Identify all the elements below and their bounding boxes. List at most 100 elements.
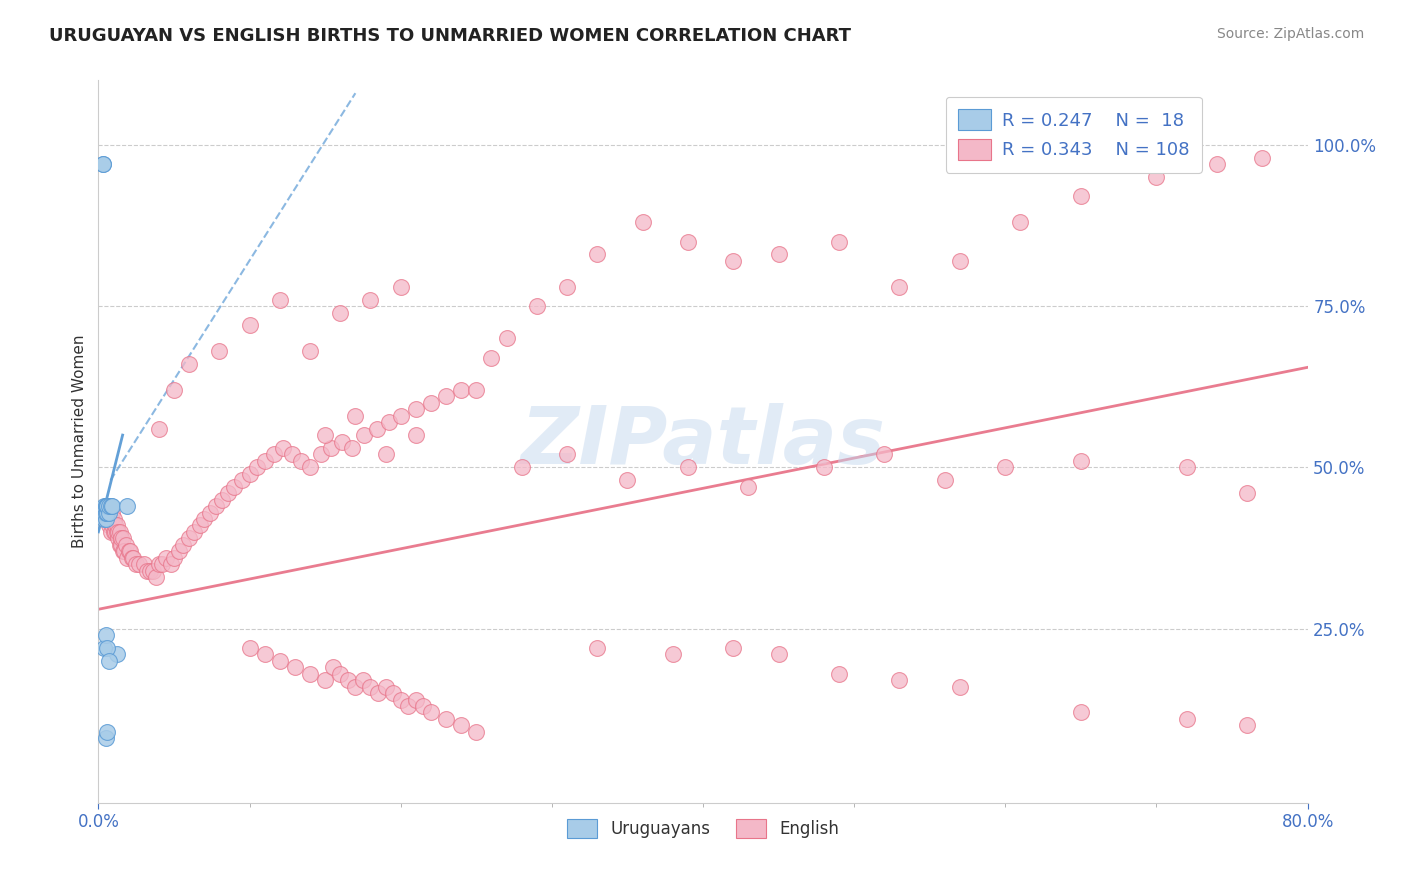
Point (299, 344, 322, 359)
Point (111, 531, 134, 545)
Point (107, 531, 129, 545)
Point (873, 447, 896, 461)
Point (828, 666, 851, 681)
Point (96, 506, 118, 520)
Point (336, 673, 359, 688)
Point (934, 473, 956, 487)
Point (396, 699, 419, 714)
Point (94, 731, 117, 746)
Point (94, 506, 117, 520)
Point (142, 564, 165, 578)
Point (93, 640, 115, 655)
Point (465, 724, 488, 739)
Point (631, 215, 654, 229)
Point (183, 524, 205, 539)
Point (163, 383, 186, 397)
Point (98, 506, 121, 520)
Point (100, 512, 122, 526)
Text: ZIPatlas: ZIPatlas (520, 402, 886, 481)
Point (253, 454, 276, 468)
Point (768, 247, 790, 261)
Point (263, 447, 285, 461)
Point (93, 506, 115, 520)
Point (299, 666, 322, 681)
Point (108, 524, 131, 539)
Point (96, 499, 118, 513)
Point (94, 499, 117, 513)
Point (188, 518, 211, 533)
Point (661, 648, 683, 662)
Point (104, 524, 127, 539)
Point (94, 628, 117, 642)
Point (994, 460, 1017, 475)
Point (284, 660, 307, 674)
Point (145, 570, 167, 584)
Point (101, 506, 124, 520)
Point (768, 648, 790, 662)
Point (1251, 151, 1274, 165)
Point (101, 518, 124, 533)
Point (105, 648, 128, 662)
Point (382, 686, 405, 700)
Point (125, 557, 148, 571)
Point (120, 544, 142, 558)
Point (98, 518, 121, 533)
Point (352, 673, 374, 688)
Point (112, 544, 135, 558)
Point (389, 279, 412, 293)
Point (367, 686, 389, 700)
Point (172, 538, 194, 552)
Point (434, 712, 457, 726)
Point (586, 640, 609, 655)
Point (253, 648, 276, 662)
Point (239, 640, 262, 655)
Point (676, 235, 699, 249)
Point (344, 680, 367, 694)
Point (344, 409, 367, 423)
Point (586, 247, 609, 261)
Point (434, 389, 457, 403)
Point (314, 673, 336, 688)
Point (118, 544, 141, 558)
Point (107, 524, 129, 539)
Point (465, 383, 488, 397)
Point (526, 299, 548, 313)
Point (239, 467, 262, 481)
Y-axis label: Births to Unmarried Women: Births to Unmarried Women (72, 334, 87, 549)
Point (246, 460, 269, 475)
Point (405, 402, 427, 417)
Point (889, 673, 911, 688)
Point (205, 499, 228, 513)
Point (155, 550, 177, 565)
Point (1070, 706, 1092, 720)
Point (420, 706, 443, 720)
Point (108, 538, 131, 552)
Point (96, 724, 118, 739)
Point (96, 512, 118, 526)
Point (450, 383, 472, 397)
Point (103, 512, 125, 526)
Point (889, 279, 911, 293)
Point (510, 460, 533, 475)
Point (374, 680, 396, 694)
Point (389, 409, 412, 423)
Point (1070, 454, 1092, 468)
Point (211, 492, 233, 507)
Point (723, 254, 745, 268)
Point (1236, 486, 1258, 500)
Point (481, 351, 503, 365)
Point (139, 564, 162, 578)
Point (269, 654, 291, 668)
Point (96, 640, 118, 655)
Point (330, 434, 353, 449)
Point (93, 506, 115, 520)
Text: URUGUAYAN VS ENGLISH BIRTHS TO UNMARRIED WOMEN CORRELATION CHART: URUGUAYAN VS ENGLISH BIRTHS TO UNMARRIED… (49, 27, 851, 45)
Point (555, 279, 578, 293)
Point (94, 512, 117, 526)
Point (737, 480, 759, 494)
Point (405, 428, 427, 442)
Point (360, 680, 382, 694)
Point (360, 293, 382, 307)
Point (616, 473, 638, 487)
Point (1236, 718, 1258, 732)
